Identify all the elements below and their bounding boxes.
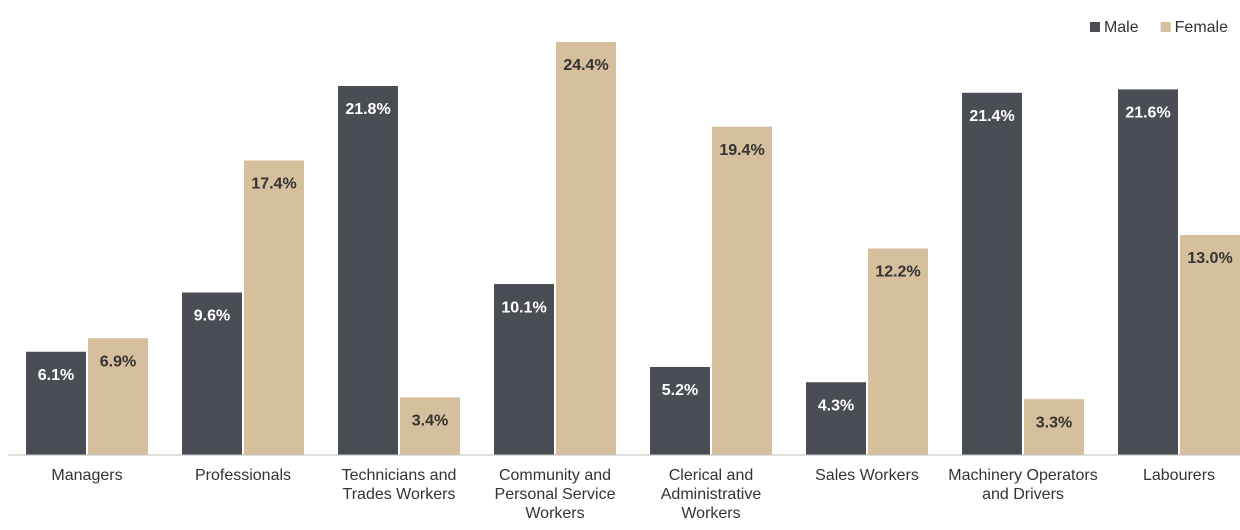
x-tick-label: Technicians and Trades Workers	[341, 467, 457, 503]
bar	[1118, 89, 1178, 456]
x-tick-label: Labourers	[1142, 467, 1216, 484]
legend-label: Female	[1175, 19, 1228, 36]
bar	[244, 160, 304, 455]
x-tick-label: Community and Personal Service Workers	[494, 467, 616, 522]
bar	[1024, 399, 1084, 455]
bar	[868, 248, 928, 455]
value-label: 10.1%	[501, 299, 546, 316]
bar	[26, 351, 86, 455]
value-label: 21.6%	[1125, 105, 1170, 122]
value-label: 5.2%	[662, 382, 698, 399]
value-label: 19.4%	[719, 142, 764, 159]
legend-swatch	[1089, 22, 1100, 32]
value-label: 21.4%	[969, 108, 1014, 125]
value-label: 6.1%	[38, 367, 74, 384]
bar	[556, 42, 616, 455]
value-label: 9.6%	[194, 308, 230, 325]
value-label: 6.9%	[100, 353, 136, 370]
x-tick-label: Clerical and Administrative Workers	[660, 467, 762, 522]
x-tick-label: Managers	[51, 467, 123, 484]
value-label: 4.3%	[818, 397, 854, 414]
value-label: 21.8%	[345, 101, 390, 118]
bar	[182, 292, 242, 455]
x-tick-label: Machinery Operators and Drivers	[948, 467, 1098, 503]
value-label: 17.4%	[251, 176, 296, 193]
bar	[494, 284, 554, 455]
legend-label: Male	[1104, 19, 1139, 36]
value-label: 13.0%	[1187, 250, 1232, 267]
bar	[88, 338, 148, 455]
value-label: 24.4%	[563, 57, 608, 74]
bar	[712, 126, 772, 455]
bar	[650, 366, 710, 455]
bar	[962, 92, 1022, 455]
bar	[1180, 234, 1240, 455]
value-label: 12.2%	[875, 264, 920, 281]
legend-swatch	[1160, 22, 1171, 32]
bar	[338, 86, 398, 456]
value-label: 3.4%	[412, 413, 448, 430]
bar	[400, 397, 460, 455]
x-tick-label: Professionals	[194, 467, 292, 484]
value-label: 3.3%	[1036, 414, 1072, 431]
x-tick-label: Sales Workers	[815, 467, 919, 484]
bar	[806, 382, 866, 455]
